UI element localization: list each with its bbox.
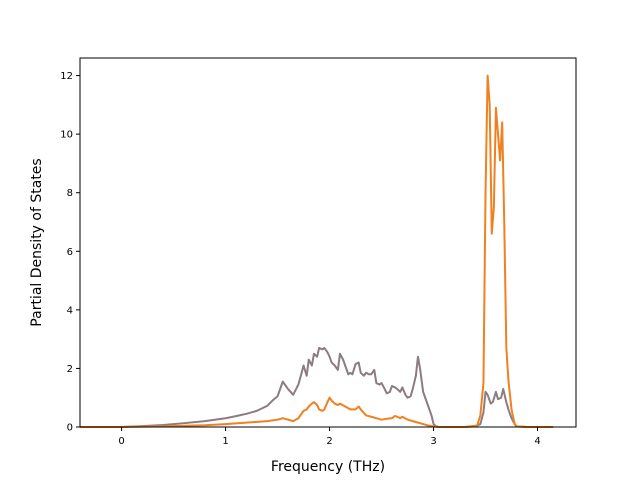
x-axis: 0 1 2 3 4 bbox=[118, 427, 541, 447]
y-tick-label: 10 bbox=[60, 130, 73, 141]
plot-frame bbox=[79, 57, 577, 428]
x-axis-label: Frequency (THz) bbox=[271, 459, 385, 475]
x-tick-label: 3 bbox=[430, 436, 436, 447]
x-tick-label: 2 bbox=[326, 436, 332, 447]
y-axis: 0 2 4 6 8 10 12 bbox=[60, 71, 80, 434]
y-axis-label: Partial Density of States bbox=[29, 158, 45, 326]
y-tick-label: 4 bbox=[67, 305, 73, 316]
x-tick-label: 0 bbox=[118, 436, 124, 447]
y-tick-label: 8 bbox=[67, 188, 73, 199]
x-tick-label: 1 bbox=[222, 436, 228, 447]
series-line-2 bbox=[80, 74, 554, 428]
y-tick-label: 2 bbox=[67, 364, 73, 375]
y-tick-label: 6 bbox=[67, 247, 73, 258]
series-layer bbox=[80, 74, 554, 428]
x-tick-label: 4 bbox=[534, 436, 540, 447]
y-tick-label: 12 bbox=[60, 71, 73, 82]
series-line-1 bbox=[80, 346, 554, 428]
y-tick-label: 0 bbox=[67, 423, 73, 434]
